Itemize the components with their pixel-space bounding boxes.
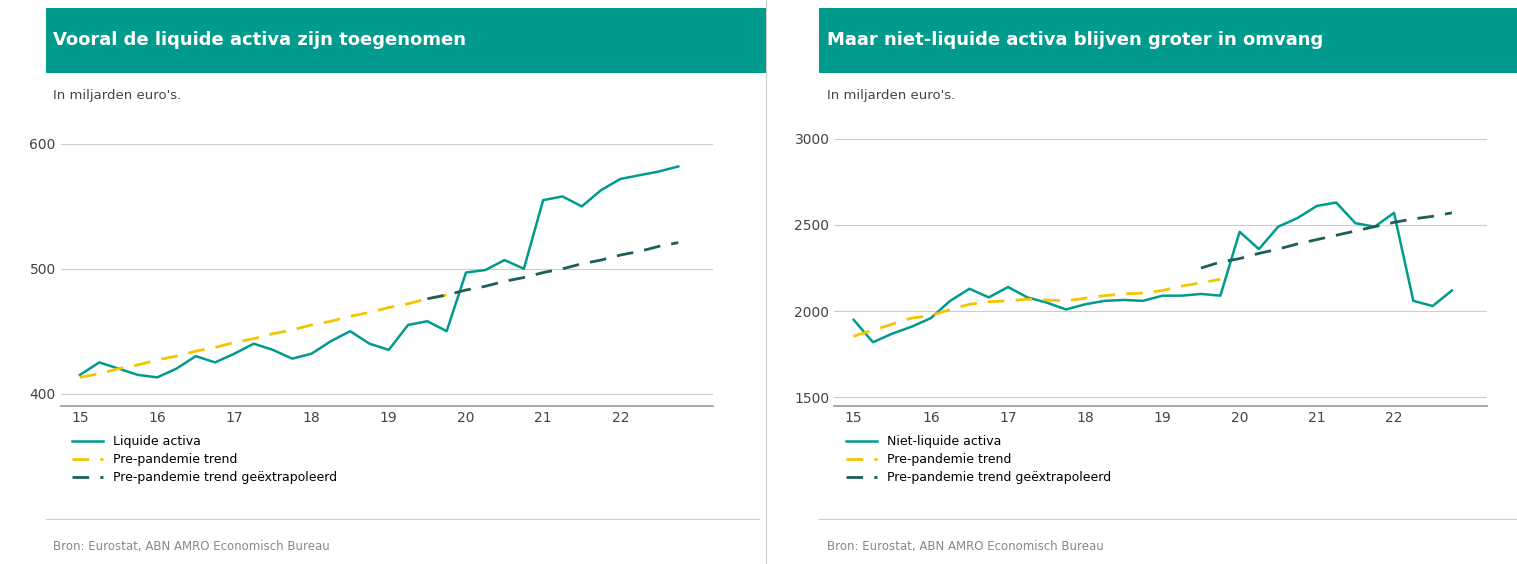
Legend: Liquide activa, Pre-pandemie trend, Pre-pandemie trend geëxtrapoleerd: Liquide activa, Pre-pandemie trend, Pre-… — [67, 430, 343, 489]
Text: Vooral de liquide activa zijn toegenomen: Vooral de liquide activa zijn toegenomen — [53, 30, 466, 49]
Text: Maar niet-liquide activa blijven groter in omvang: Maar niet-liquide activa blijven groter … — [827, 30, 1323, 49]
Text: Bron: Eurostat, ABN AMRO Economisch Bureau: Bron: Eurostat, ABN AMRO Economisch Bure… — [53, 540, 329, 553]
Text: Bron: Eurostat, ABN AMRO Economisch Bureau: Bron: Eurostat, ABN AMRO Economisch Bure… — [827, 540, 1103, 553]
Text: In miljarden euro's.: In miljarden euro's. — [827, 89, 956, 103]
Text: In miljarden euro's.: In miljarden euro's. — [53, 89, 182, 103]
Legend: Niet-liquide activa, Pre-pandemie trend, Pre-pandemie trend geëxtrapoleerd: Niet-liquide activa, Pre-pandemie trend,… — [840, 430, 1117, 489]
